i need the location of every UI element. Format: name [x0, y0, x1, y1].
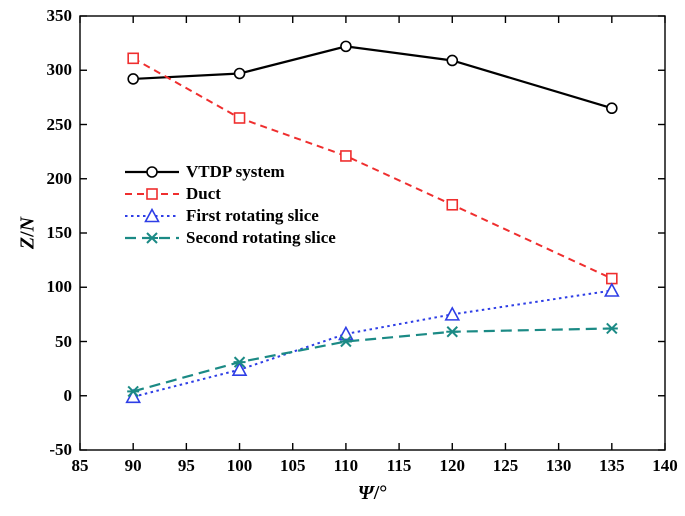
- legend-label: VTDP system: [186, 162, 285, 182]
- x-axis-label: Ψ/°: [358, 482, 388, 505]
- y-tick-label: 350: [47, 6, 73, 26]
- y-tick-label: -50: [49, 440, 72, 460]
- legend-item: Second rotating slice: [124, 227, 336, 249]
- x-tick-label: 130: [546, 456, 572, 476]
- y-tick-label: 250: [47, 115, 73, 135]
- series-vtdp-system: [128, 41, 617, 113]
- y-tick-label: 100: [47, 277, 73, 297]
- legend-label: Duct: [186, 184, 221, 204]
- y-tick-label: 50: [55, 332, 72, 352]
- y-tick-label: 300: [47, 60, 73, 80]
- y-tick-label: 150: [47, 223, 73, 243]
- legend-label: First rotating slice: [186, 206, 319, 226]
- legend-item: Duct: [124, 183, 336, 205]
- x-tick-label: 120: [440, 456, 466, 476]
- x-tick-label: 125: [493, 456, 519, 476]
- chart-container: 85 90 95 100 105 110 115 120 125 130 135 140 -50 0 50 1…: [0, 0, 685, 516]
- x-tick-label: 140: [652, 456, 678, 476]
- x-tick-label: 100: [227, 456, 253, 476]
- x-tick-label: 135: [599, 456, 625, 476]
- x-tick-label: 95: [178, 456, 195, 476]
- chart-svg: [0, 0, 685, 516]
- x-tick-label: 115: [387, 456, 412, 476]
- y-tick-label: 0: [64, 386, 73, 406]
- legend-label: Second rotating slice: [186, 228, 336, 248]
- x-tick-label: 105: [280, 456, 306, 476]
- x-tick-label: 110: [334, 456, 359, 476]
- x-tick-label: 90: [125, 456, 142, 476]
- series-second-rotating-slice: [127, 323, 618, 396]
- y-tick-label: 200: [47, 169, 73, 189]
- legend-item: VTDP system: [124, 161, 336, 183]
- series-first-rotating-slice: [127, 284, 619, 402]
- legend-item: First rotating slice: [124, 205, 336, 227]
- legend: VTDP systemDuctFirst rotating sliceSecon…: [124, 161, 336, 249]
- y-axis-label: Z/N: [17, 217, 40, 249]
- x-tick-label: 85: [72, 456, 89, 476]
